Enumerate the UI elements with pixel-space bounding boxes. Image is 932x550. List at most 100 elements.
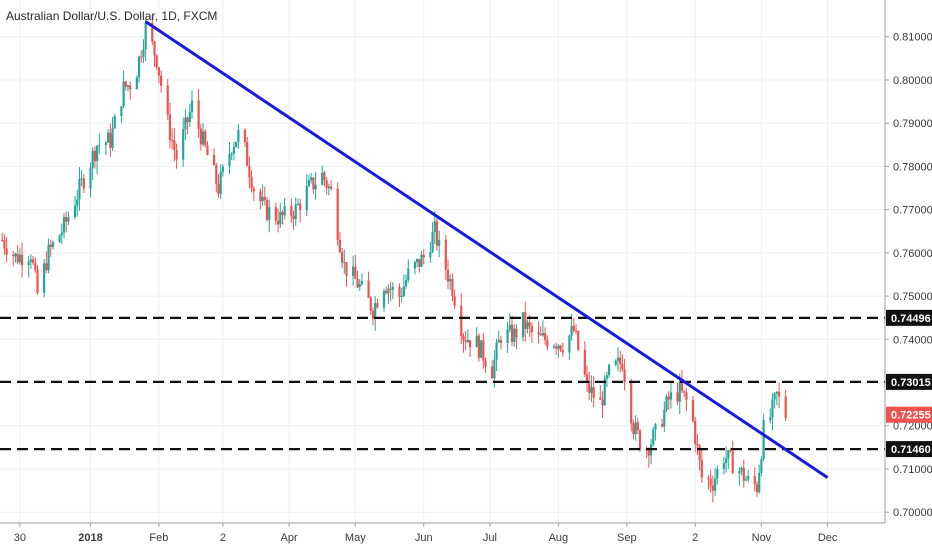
candle-body [217,183,220,194]
candle [616,347,620,372]
candle-body [777,391,781,397]
candle-body [155,55,158,68]
level-badge-text: 0.73015 [891,377,931,389]
candle [268,199,271,233]
candle [142,39,145,64]
candle-body [1,239,4,241]
candle-body [744,479,748,481]
candle-body [206,145,209,156]
candle-body [731,450,734,474]
candle [67,211,70,226]
candle-body [416,259,419,263]
candle [513,324,516,348]
horizontal-levels [0,316,885,451]
x-tick-label: Sep [617,532,637,544]
candle-body [727,450,730,459]
candle [407,259,410,283]
candle-body [129,85,132,90]
candle-body [268,207,271,220]
level-badge: 0.71460 [886,441,932,458]
candle [387,284,390,304]
candle-body [738,471,741,474]
candle [747,469,750,483]
candle-body [232,146,236,154]
candle-body [555,346,558,349]
candle [477,333,481,362]
level-badge-bg [886,309,932,326]
candle [122,70,125,109]
candle-body [451,278,454,297]
candle [475,327,478,348]
candle [144,18,147,62]
candle [713,468,717,497]
candle [73,195,77,219]
candle-body [367,280,370,298]
candle [237,123,240,150]
candle [12,251,15,267]
candle-body [49,244,52,247]
candle [696,433,699,455]
candle [126,84,130,92]
candle [217,174,220,198]
candle [402,274,405,298]
candle [369,296,372,316]
y-tick-label: 0.77000 [893,205,932,217]
candle-body [446,269,450,282]
candle-body [438,239,441,246]
candle-body [171,140,174,142]
candle-body [568,335,571,353]
trendline[interactable] [144,20,829,479]
y-tick-label: 0.79000 [893,118,932,130]
candle [91,147,94,181]
candle [468,339,472,357]
candle [588,372,591,401]
candle-body [740,467,743,472]
candle-body [212,155,216,166]
current-price-badge: 0.72255 [886,406,932,423]
candle [559,344,562,352]
candle-body [283,205,286,216]
candle-body [325,180,328,188]
candle-body [34,262,37,270]
candle-body [608,364,611,376]
candle-body [680,381,684,391]
candle-body [62,217,66,233]
candle-body [654,424,657,430]
x-tick-label: 2018 [78,532,102,544]
candle-body [557,345,560,349]
candle [329,180,333,191]
current-price-badge-bg [886,406,932,423]
candle [3,234,6,255]
candle-body [5,248,8,255]
candle [700,449,703,483]
candle-body [263,196,266,200]
candle [497,330,500,343]
candle [201,122,205,147]
candle [182,117,185,167]
price-badges: 0.74496 0.73015 0.71460 0.72255 [886,309,932,458]
candle-body [541,333,545,336]
candle-body [36,269,39,293]
candle [422,249,425,265]
candle-body [431,232,434,253]
candle [722,456,725,475]
candle-body [32,259,35,263]
candle-body [404,279,408,287]
candle [250,170,253,193]
candle-body [219,172,222,194]
candle-body [771,399,774,418]
candle [729,447,732,453]
candle-body [696,443,699,446]
candle-body [360,280,364,284]
candle-body [760,459,763,473]
candle [296,198,300,206]
candle [418,259,421,273]
candle [499,335,503,350]
candle-body [477,335,481,358]
candle [265,197,269,222]
candle-body [323,172,326,181]
candle [120,106,123,124]
candle [310,173,313,184]
